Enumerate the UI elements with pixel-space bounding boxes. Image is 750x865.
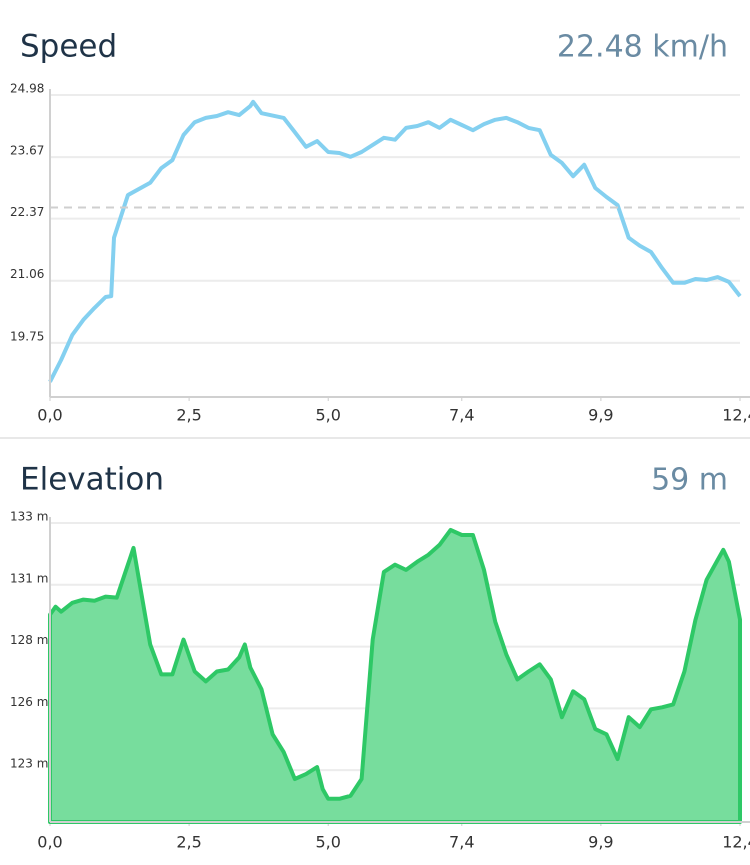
x-tick-label: 0,0: [37, 833, 62, 852]
y-tick-label: 128 m: [10, 633, 48, 647]
y-tick-label: 22.37: [10, 205, 44, 219]
x-tick-label: 7,4: [449, 406, 474, 425]
chart-title: Elevation: [20, 462, 164, 498]
area-fill: [50, 529, 740, 822]
y-tick-label: 23.67: [10, 144, 44, 158]
y-tick-label: 21.06: [10, 267, 44, 281]
area-line: [48, 527, 742, 824]
line: [48, 99, 742, 383]
y-tick-label: 126 m: [10, 695, 48, 709]
x-tick-label: 2,5: [176, 833, 201, 852]
x-tick-label: 2,5: [176, 406, 201, 425]
y-tick-label: 19.75: [10, 329, 44, 343]
x-tick-label: 7,4: [449, 833, 474, 852]
x-tick-label: 9,9: [588, 406, 613, 425]
y-tick-label: 133 m: [10, 510, 48, 524]
x-tick-label: 12,4: [722, 406, 750, 425]
headline-value: 22.48 km/h: [557, 30, 728, 65]
y-tick-label: 131 m: [10, 571, 48, 585]
x-tick-label: 9,9: [588, 833, 613, 852]
x-tick-label: 5,0: [315, 833, 340, 852]
y-tick-label: 123 m: [10, 757, 48, 771]
x-tick-label: 5,0: [315, 406, 340, 425]
y-tick-label: 24.98: [10, 82, 44, 96]
x-tick-label: 12,4: [722, 833, 750, 852]
chart-title: Speed: [20, 29, 117, 65]
x-tick-label: 0,0: [37, 406, 62, 425]
headline-value: 59 m: [651, 463, 728, 498]
